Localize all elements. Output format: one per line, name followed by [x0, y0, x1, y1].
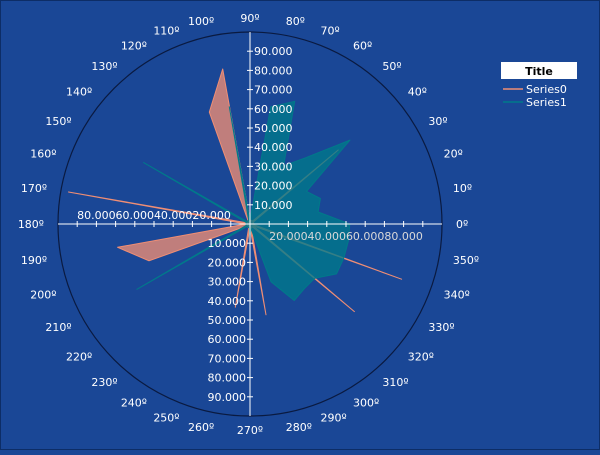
- label-layer: 0º 10º 20º 30º 40º 50º 60º 70º 80º 90º 100º 110º 120…: [18, 12, 479, 437]
- angle-label-100: 100º: [188, 15, 214, 28]
- angle-label-300: 300º: [353, 396, 379, 409]
- radial-tick-up-90.000: 90.000: [254, 45, 293, 58]
- angle-label-250: 250º: [153, 412, 179, 425]
- angle-label-40: 40º: [408, 86, 427, 99]
- angle-label-220: 220º: [66, 350, 92, 363]
- angle-label-50: 50º: [382, 60, 401, 73]
- angle-label-0: 0º: [456, 218, 468, 231]
- radial-tick-down-90.000: 90.000: [208, 391, 247, 404]
- legend: Title Series0 Series1: [501, 62, 577, 109]
- radial-tick-up-10.000: 10.000: [254, 199, 293, 212]
- axis-layer: [58, 32, 442, 416]
- angle-label-320: 320º: [408, 350, 434, 363]
- angle-label-190: 190º: [21, 254, 47, 267]
- radial-tick-down-80.000: 80.000: [208, 372, 247, 385]
- radial-tick-up-60.000: 60.000: [254, 103, 293, 116]
- angle-label-280: 280º: [286, 421, 312, 434]
- angle-label-290: 290º: [321, 412, 347, 425]
- radial-tick-up-30.000: 30.000: [254, 160, 293, 173]
- angle-label-60: 60º: [353, 40, 372, 53]
- radial-tick-right-60.000: 60.000: [346, 230, 385, 243]
- legend-label-series0: Series0: [526, 83, 567, 96]
- angle-label-200: 200º: [30, 289, 56, 302]
- angle-label-90: 90º: [240, 12, 259, 25]
- radial-tick-up-80.000: 80.000: [254, 64, 293, 77]
- radial-tick-left-20.000: 20.000: [192, 209, 231, 222]
- angle-label-150: 150º: [45, 115, 71, 128]
- angle-label-340: 340º: [444, 289, 470, 302]
- angle-label-160: 160º: [30, 148, 56, 161]
- angle-label-260: 260º: [188, 421, 214, 434]
- angle-label-240: 240º: [121, 396, 147, 409]
- angle-label-110: 110º: [153, 24, 179, 37]
- radial-tick-down-10.000: 10.000: [208, 237, 247, 250]
- angle-label-180: 180º: [18, 218, 44, 231]
- angle-label-330: 330º: [428, 321, 454, 334]
- radial-tick-up-20.000: 20.000: [254, 180, 293, 193]
- angle-label-80: 80º: [286, 15, 305, 28]
- angle-label-20: 20º: [444, 148, 463, 161]
- legend-title-box: [501, 62, 577, 79]
- radial-tick-left-60.000: 60.000: [116, 209, 155, 222]
- angle-label-170: 170º: [21, 182, 47, 195]
- radial-tick-left-40.000: 40.000: [154, 209, 193, 222]
- radial-tick-up-50.000: 50.000: [254, 122, 293, 135]
- radial-tick-up-40.000: 40.000: [254, 141, 293, 154]
- angle-label-130: 130º: [91, 60, 117, 73]
- radial-tick-down-20.000: 20.000: [208, 256, 247, 269]
- radial-tick-right-40.000: 40.000: [308, 230, 347, 243]
- radial-tick-right-80.000: 80.000: [384, 230, 423, 243]
- angle-label-270: 270º: [237, 424, 263, 437]
- radial-tick-up-70.000: 70.000: [254, 84, 293, 97]
- radial-tick-down-50.000: 50.000: [208, 314, 247, 327]
- radial-tick-right-20.000: 20.000: [269, 230, 308, 243]
- radial-tick-down-70.000: 70.000: [208, 352, 247, 365]
- angle-label-10: 10º: [453, 182, 472, 195]
- angle-label-140: 140º: [66, 86, 92, 99]
- radial-tick-down-40.000: 40.000: [208, 295, 247, 308]
- legend-label-series1: Series1: [526, 96, 567, 109]
- radial-tick-left-80.000: 80.000: [77, 209, 116, 222]
- angle-label-120: 120º: [121, 40, 147, 53]
- angle-label-230: 230º: [91, 376, 117, 389]
- angle-label-70: 70º: [321, 24, 340, 37]
- angle-label-350: 350º: [453, 254, 479, 267]
- angle-label-310: 310º: [382, 376, 408, 389]
- angle-label-210: 210º: [45, 321, 71, 334]
- legend-title: Title: [525, 65, 553, 78]
- radial-tick-down-60.000: 60.000: [208, 333, 247, 346]
- radial-tick-down-30.000: 30.000: [208, 276, 247, 289]
- angle-label-30: 30º: [428, 115, 447, 128]
